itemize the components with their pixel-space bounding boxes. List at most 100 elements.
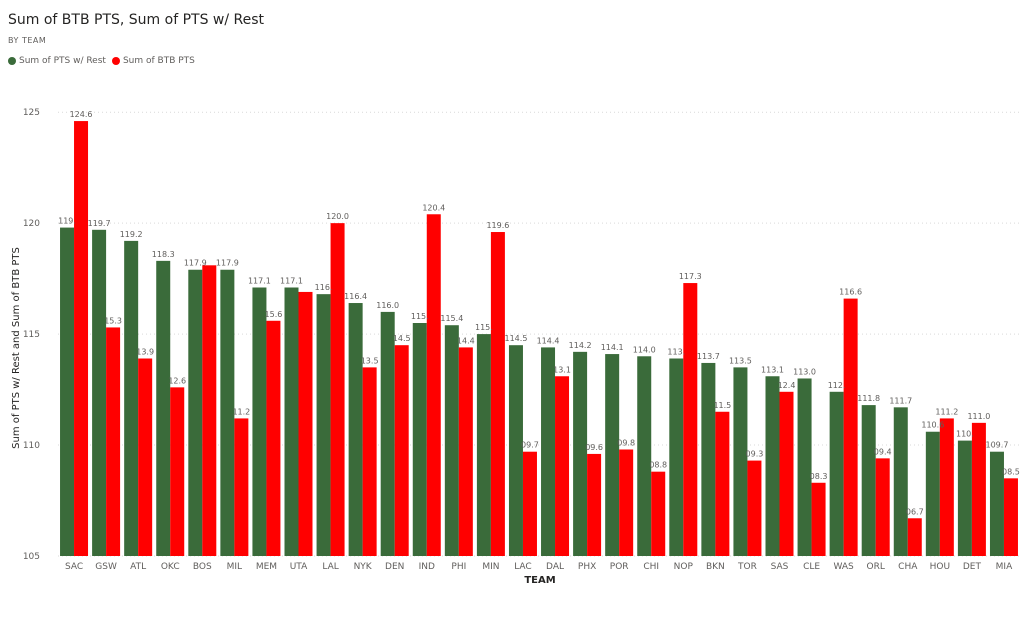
bar-rest-chi[interactable] <box>637 356 652 556</box>
bar-btb-was[interactable] <box>843 298 858 556</box>
data-label-rest-cle: 113.0 <box>793 367 816 376</box>
data-label-rest-sac: 119. <box>58 217 76 226</box>
data-label-btb-dal: 13.1 <box>553 365 571 374</box>
bar-btb-bkn[interactable] <box>715 411 730 556</box>
legend-item-btb[interactable]: Sum of BTB PTS <box>111 56 195 66</box>
bar-btb-gsw[interactable] <box>106 327 121 556</box>
bar-btb-det[interactable] <box>971 422 986 556</box>
bar-rest-orl[interactable] <box>861 405 876 556</box>
bar-rest-dal[interactable] <box>541 347 556 556</box>
x-tick-label-okc: OKC <box>161 562 180 572</box>
data-label-btb-mil: 11.2 <box>232 407 250 416</box>
bar-btb-tor[interactable] <box>747 460 762 556</box>
bar-rest-tor[interactable] <box>733 367 748 556</box>
bar-rest-nyk[interactable] <box>348 303 363 556</box>
x-tick-label-bkn: BKN <box>706 562 725 572</box>
bar-rest-sas[interactable] <box>765 376 780 556</box>
bar-btb-ind[interactable] <box>426 214 441 556</box>
bar-rest-lac[interactable] <box>508 345 523 556</box>
x-tick-label-cle: CLE <box>803 562 820 572</box>
bar-btb-nyk[interactable] <box>362 367 377 556</box>
bar-rest-lal[interactable] <box>316 294 331 556</box>
bar-rest-atl[interactable] <box>124 240 139 556</box>
data-label-btb-den: 14.5 <box>393 334 411 343</box>
bar-btb-chi[interactable] <box>651 471 666 556</box>
bar-rest-gsw[interactable] <box>92 229 107 557</box>
bars <box>60 121 1018 557</box>
bar-rest-bkn[interactable] <box>701 362 716 556</box>
x-tick-label-lal: LAL <box>322 562 338 572</box>
x-tick-label-chi: CHI <box>643 562 659 572</box>
legend-item-rest[interactable]: Sum of PTS w/ Rest <box>8 56 106 66</box>
data-label-btb-nop: 117.3 <box>679 272 702 281</box>
bar-btb-atl[interactable] <box>138 358 153 556</box>
data-label-rest-nop: 113. <box>667 348 685 357</box>
bar-rest-was[interactable] <box>829 391 844 556</box>
bar-btb-sas[interactable] <box>779 391 794 556</box>
bar-rest-uta[interactable] <box>284 287 299 556</box>
bar-btb-uta[interactable] <box>298 291 313 556</box>
bar-rest-phx[interactable] <box>573 351 588 556</box>
bar-btb-lal[interactable] <box>330 223 345 556</box>
x-tick-label-nyk: NYK <box>354 562 373 572</box>
x-tick-label-mem: MEM <box>256 562 277 572</box>
bar-rest-mil[interactable] <box>220 269 235 556</box>
bar-btb-phx[interactable] <box>587 453 602 556</box>
bar-btb-bos[interactable] <box>202 265 217 556</box>
data-label-rest-cha: 111.7 <box>889 396 912 405</box>
bar-rest-por[interactable] <box>605 354 620 556</box>
data-label-rest-ind: 115. <box>411 312 429 321</box>
bar-rest-ind[interactable] <box>412 323 427 556</box>
bar-btb-lac[interactable] <box>522 451 537 556</box>
x-tick-label-ind: IND <box>419 562 435 572</box>
data-label-btb-min: 119.6 <box>486 221 509 230</box>
legend-dot-btb <box>111 57 120 65</box>
bar-rest-nop[interactable] <box>669 358 684 556</box>
x-tick-label-por: POR <box>610 562 629 572</box>
bar-rest-bos[interactable] <box>188 269 203 556</box>
bar-btb-den[interactable] <box>394 345 409 556</box>
x-tick-label-gsw: GSW <box>95 562 117 572</box>
data-label-rest-orl: 111.8 <box>857 394 880 403</box>
bar-btb-mem[interactable] <box>266 320 281 556</box>
data-label-rest-phx: 114.2 <box>569 341 592 350</box>
y-tick-label: 105 <box>23 552 40 562</box>
bar-rest-mia[interactable] <box>989 451 1004 556</box>
y-tick-label: 120 <box>23 219 40 229</box>
bar-rest-den[interactable] <box>380 311 395 556</box>
bar-rest-okc[interactable] <box>156 260 171 556</box>
bar-rest-hou[interactable] <box>925 431 940 556</box>
bar-btb-dal[interactable] <box>555 376 570 556</box>
legend-label-rest: Sum of PTS w/ Rest <box>19 56 106 66</box>
bar-btb-mil[interactable] <box>234 418 249 556</box>
bar-rest-det[interactable] <box>957 440 972 556</box>
bar-btb-por[interactable] <box>619 449 634 556</box>
bar-btb-cle[interactable] <box>811 482 826 556</box>
x-tick-label-det: DET <box>963 562 982 572</box>
bar-rest-cle[interactable] <box>797 378 812 556</box>
data-label-rest-den: 116.0 <box>376 301 399 310</box>
bar-rest-cha[interactable] <box>893 407 908 556</box>
data-label-btb-phx: 09.6 <box>585 443 603 452</box>
x-tick-label-lac: LAC <box>514 562 532 572</box>
bar-rest-sac[interactable] <box>60 227 75 557</box>
data-label-btb-okc: 12.6 <box>168 376 186 385</box>
data-label-rest-sas: 113.1 <box>761 365 784 374</box>
bar-btb-min[interactable] <box>490 232 505 556</box>
bar-btb-cha[interactable] <box>907 518 922 556</box>
bar-btb-okc[interactable] <box>170 387 185 556</box>
bar-rest-phi[interactable] <box>444 325 459 556</box>
bar-btb-sac[interactable] <box>74 121 89 557</box>
legend: Sum of PTS w/ Rest Sum of BTB PTS <box>8 56 201 66</box>
bar-btb-hou[interactable] <box>939 418 954 556</box>
bar-rest-min[interactable] <box>476 334 491 556</box>
bar-btb-mia[interactable] <box>1003 478 1018 556</box>
bar-rest-mem[interactable] <box>252 287 267 556</box>
bar-btb-nop[interactable] <box>683 283 698 556</box>
x-tick-label-mil: MIL <box>227 562 242 572</box>
data-label-btb-atl: 13.9 <box>136 348 154 357</box>
data-label-rest-uta: 117.1 <box>280 276 303 285</box>
data-label-rest-bkn: 113.7 <box>697 352 720 361</box>
bar-btb-phi[interactable] <box>458 347 473 556</box>
bar-btb-orl[interactable] <box>875 458 890 556</box>
